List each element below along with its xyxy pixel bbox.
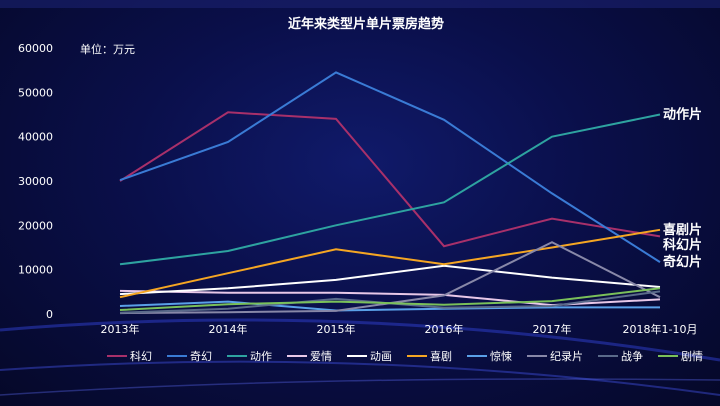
series-lines xyxy=(119,71,661,315)
legend-label: 纪录片 xyxy=(550,350,583,363)
series-line-奇幻 xyxy=(119,71,661,263)
y-tick-label: 30000 xyxy=(18,175,53,188)
legend-label: 喜剧 xyxy=(430,350,452,363)
series-line-动作 xyxy=(119,113,661,266)
y-tick-label: 60000 xyxy=(18,42,53,55)
chart-title: 近年来类型片单片票房趋势 xyxy=(288,16,444,32)
legend-label: 科幻 xyxy=(130,349,152,363)
legend-label: 战争 xyxy=(621,349,643,363)
legend-label: 惊悚 xyxy=(490,349,512,363)
series-end-label: 奇幻片 xyxy=(663,254,702,270)
x-tick-label: 2015年 xyxy=(317,322,356,336)
x-tick-label: 2014年 xyxy=(209,322,248,336)
legend: 科幻 奇幻 动作 爱情 动画 喜剧 惊悚 纪录片 战争 剧情 xyxy=(107,349,703,363)
x-axis: 2013年 2014年 2015年 2016年 2017年 2018年1-10月 xyxy=(101,322,698,336)
y-tick-label: 10000 xyxy=(18,264,53,277)
legend-label: 爱情 xyxy=(310,350,332,363)
series-end-label: 科幻片 xyxy=(663,237,702,253)
legend-label: 动作 xyxy=(250,350,272,363)
legend-label: 动画 xyxy=(370,350,392,363)
series-end-label: 动作片 xyxy=(663,107,702,123)
series-line-动画 xyxy=(119,264,661,296)
series-line-惊悚 xyxy=(119,300,660,312)
y-tick-label: 40000 xyxy=(18,131,53,144)
y-tick-label: 50000 xyxy=(18,86,53,99)
series-line-科幻 xyxy=(119,111,661,248)
legend-label: 奇幻 xyxy=(190,350,212,363)
background-decoration xyxy=(0,0,720,396)
series-line-喜剧 xyxy=(119,228,661,299)
y-tick-label: 0 xyxy=(46,308,53,321)
y-axis: 0 10000 20000 30000 40000 50000 60000 xyxy=(18,42,53,321)
series-end-label: 喜剧片 xyxy=(663,222,702,238)
x-tick-label: 2017年 xyxy=(533,322,572,336)
x-tick-label: 2013年 xyxy=(101,322,140,336)
series-line-剧情 xyxy=(119,287,661,311)
x-tick-label: 2016年 xyxy=(425,322,464,336)
x-tick-label: 2018年1-10月 xyxy=(623,322,698,336)
unit-label: 单位：万元 xyxy=(80,42,135,56)
legend-label: 剧情 xyxy=(681,350,703,363)
y-tick-label: 20000 xyxy=(18,219,53,232)
